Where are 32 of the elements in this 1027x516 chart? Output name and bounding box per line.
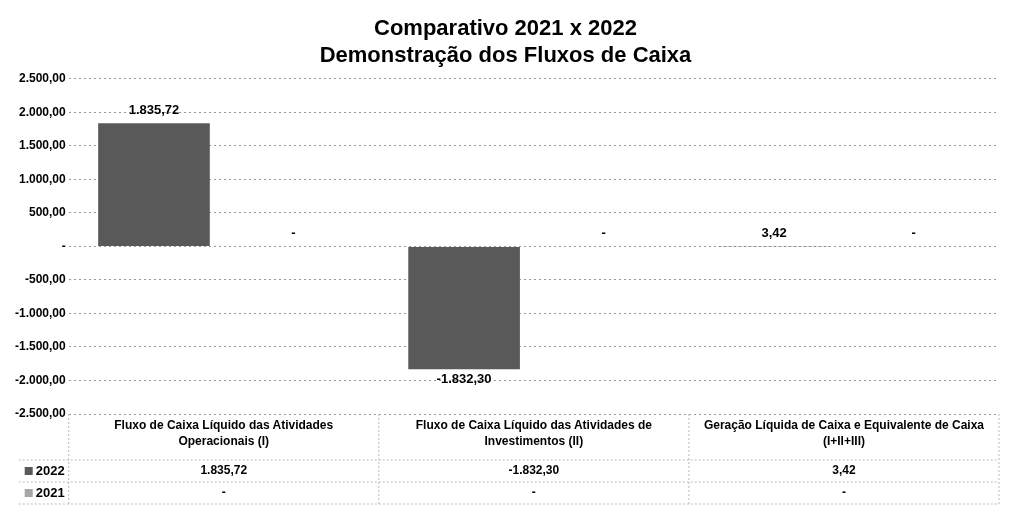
y-tick-label: -500,00 [25,272,67,287]
data-label: 3,42 [832,463,856,478]
chart-subtitle: Demonstração dos Fluxos de Caixa [319,41,693,67]
data-label: 1.835,72 [200,463,248,478]
text: -1.832,30 [436,371,492,387]
y-tick-label: -1.000,00 [14,305,67,320]
data-label: - [221,485,226,500]
legend-label: 2021 [35,484,65,500]
data-label: - [841,485,846,500]
y-tick-label: 2.000,00 [18,104,67,119]
text: - [911,225,916,241]
text: - [291,225,296,241]
text: - [601,225,606,241]
y-tick-label: -2.500,00 [14,406,67,421]
chart-title: Comparativo 2021 x 2022 [374,15,637,41]
y-tick-label: -1.500,00 [14,339,67,354]
y-tick-label: - [61,238,66,253]
data-label: -1.832,30 [508,463,560,478]
text: 1.835,72 [128,102,180,118]
legend-label: 2022 [35,462,65,478]
y-tick-label: 2.500,00 [18,71,67,86]
text: 3,42 [761,225,787,241]
y-tick-label: 1.000,00 [18,171,67,186]
x-tick-label: Fluxo de Caixa Líquido das Atividades Operacionais (I) [114,418,334,449]
data-label: - [531,485,536,500]
bar [408,246,520,370]
x-tick-label: Geração Líquida de Caixa e Equivalente de Caixa (I+II+III) [703,418,985,449]
y-tick-label: -2.000,00 [14,372,67,387]
y-tick-label: 1.500,00 [18,138,67,153]
x-tick-label: Fluxo de Caixa Líquido das Atividades de Investimentos (II) [415,418,653,449]
y-tick-label: 500,00 [29,205,67,220]
bar [98,123,210,246]
